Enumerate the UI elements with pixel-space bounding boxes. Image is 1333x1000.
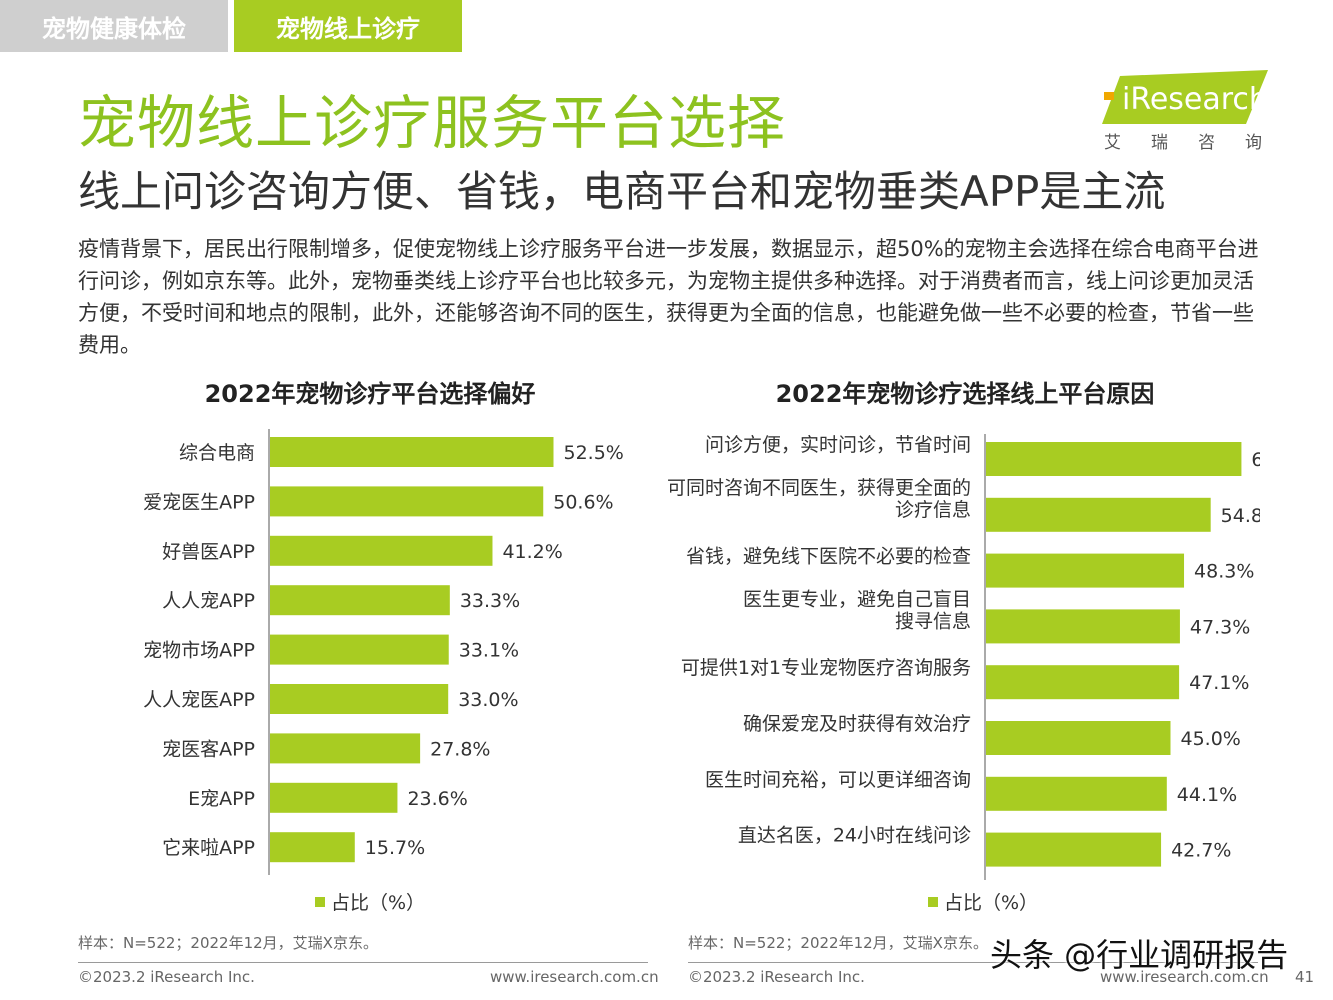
chart2-legend: 占比（%）	[928, 888, 1038, 915]
category-label: 它来啦APP	[162, 837, 255, 859]
bar	[986, 553, 1185, 588]
footer-divider	[78, 962, 648, 963]
chart1-source: 样本：N=522；2022年12月，艾瑞X京东。	[78, 934, 378, 952]
category-label: 诊疗信息	[895, 499, 971, 521]
tab-pet-health-check[interactable]: 宠物健康体检	[0, 0, 228, 52]
value-label: 62.3%	[1251, 449, 1260, 471]
platform-preference-chart: 综合电商 52.5% 爱宠医生APP 50.6% 好兽医APP 41.2% 人人宠APP 33…	[143, 429, 624, 875]
bar	[986, 497, 1211, 532]
value-label: 44.1%	[1177, 784, 1237, 806]
iresearch-logo	[1102, 70, 1268, 124]
logo-subtext: 艾瑞咨询	[1104, 133, 1292, 153]
bar	[986, 665, 1180, 700]
bar	[986, 442, 1242, 476]
bar	[270, 585, 450, 616]
value-label: 54.8%	[1221, 505, 1260, 527]
bar	[270, 832, 355, 863]
category-label: 好兽医APP	[162, 541, 255, 563]
value-label: 48.3%	[1194, 561, 1254, 583]
bar	[986, 776, 1167, 811]
chart1-title: 2022年宠物诊疗平台选择偏好	[204, 380, 536, 408]
bar	[270, 782, 398, 813]
category-label: 综合电商	[179, 442, 255, 464]
footer-divider	[688, 962, 1258, 963]
value-label: 27.8%	[430, 738, 490, 760]
website-link[interactable]: www.iresearch.com.cn	[1100, 968, 1269, 986]
copyright-text: ©2023.2 iResearch Inc.	[688, 968, 865, 986]
bar	[986, 721, 1171, 755]
value-label: 41.2%	[502, 541, 562, 563]
category-label: E宠APP	[188, 788, 255, 810]
copyright-text: ©2023.2 iResearch Inc.	[78, 968, 255, 986]
category-label: 确保爱宠及时获得有效治疗	[743, 713, 971, 735]
value-label: 33.3%	[460, 590, 520, 612]
bar	[270, 733, 421, 764]
value-label: 50.6%	[553, 491, 613, 513]
category-label: 人人宠医APP	[143, 689, 255, 711]
intro-paragraph: 疫情背景下，居民出行限制增多，促使宠物线上诊疗服务平台进一步发展，数据显示，超5…	[78, 237, 1259, 357]
bar	[986, 832, 1162, 867]
category-label: 搜寻信息	[895, 610, 971, 632]
category-label: 问诊方便，实时问诊，节省时间	[705, 434, 971, 456]
value-label: 33.0%	[458, 689, 518, 711]
category-label: 省钱，避免线下医院不必要的检查	[686, 546, 971, 568]
website-link[interactable]: www.iresearch.com.cn	[490, 968, 659, 986]
legend-label: 占比（%）	[331, 892, 426, 914]
tab-pet-online-diagnosis[interactable]: 宠物线上诊疗	[234, 0, 462, 52]
logo-text: iResearch	[1122, 82, 1268, 117]
value-label: 45.0%	[1181, 728, 1241, 750]
value-label: 42.7%	[1171, 840, 1231, 862]
category-label: 爱宠医生APP	[143, 491, 255, 513]
chart2-source: 样本：N=522；2022年12月，艾瑞X京东。	[688, 934, 988, 952]
watermark: 头条 @行业调研报告	[990, 936, 1289, 974]
bar	[270, 684, 449, 714]
chart1-legend: 占比（%）	[315, 888, 425, 915]
bar	[986, 609, 1180, 644]
category-label: 医生时间充裕，可以更详细咨询	[705, 769, 971, 791]
category-label: 医生更专业，避免自己盲目	[743, 588, 971, 610]
category-label: 人人宠APP	[162, 590, 255, 612]
value-label: 47.3%	[1190, 616, 1250, 638]
category-label: 直达名医，24小时在线问诊	[738, 825, 971, 847]
category-label: 可同时咨询不同医生，获得更全面的	[667, 477, 971, 499]
bar	[270, 634, 449, 665]
chart2-title: 2022年宠物诊疗选择线上平台原因	[775, 380, 1155, 408]
legend-swatch	[928, 896, 938, 907]
value-label: 33.1%	[459, 640, 519, 662]
value-label: 23.6%	[407, 788, 467, 810]
legend-label: 占比（%）	[944, 892, 1039, 914]
page-subtitle: 线上问诊咨询方便、省钱，电商平台和宠物垂类APP是主流	[78, 167, 1166, 216]
category-label: 宠物市场APP	[143, 640, 255, 662]
value-label: 15.7%	[365, 837, 425, 859]
category-label: 宠医客APP	[162, 738, 255, 760]
category-label: 可提供1对1专业宠物医疗咨询服务	[681, 657, 971, 679]
value-label: 47.1%	[1189, 672, 1249, 694]
bar	[270, 535, 493, 566]
bar	[270, 437, 554, 467]
value-label: 52.5%	[564, 442, 624, 464]
bar	[270, 486, 544, 517]
page-title: 宠物线上诊疗服务平台选择	[78, 89, 787, 157]
legend-swatch	[315, 896, 325, 907]
page-number: 41	[1295, 968, 1315, 986]
